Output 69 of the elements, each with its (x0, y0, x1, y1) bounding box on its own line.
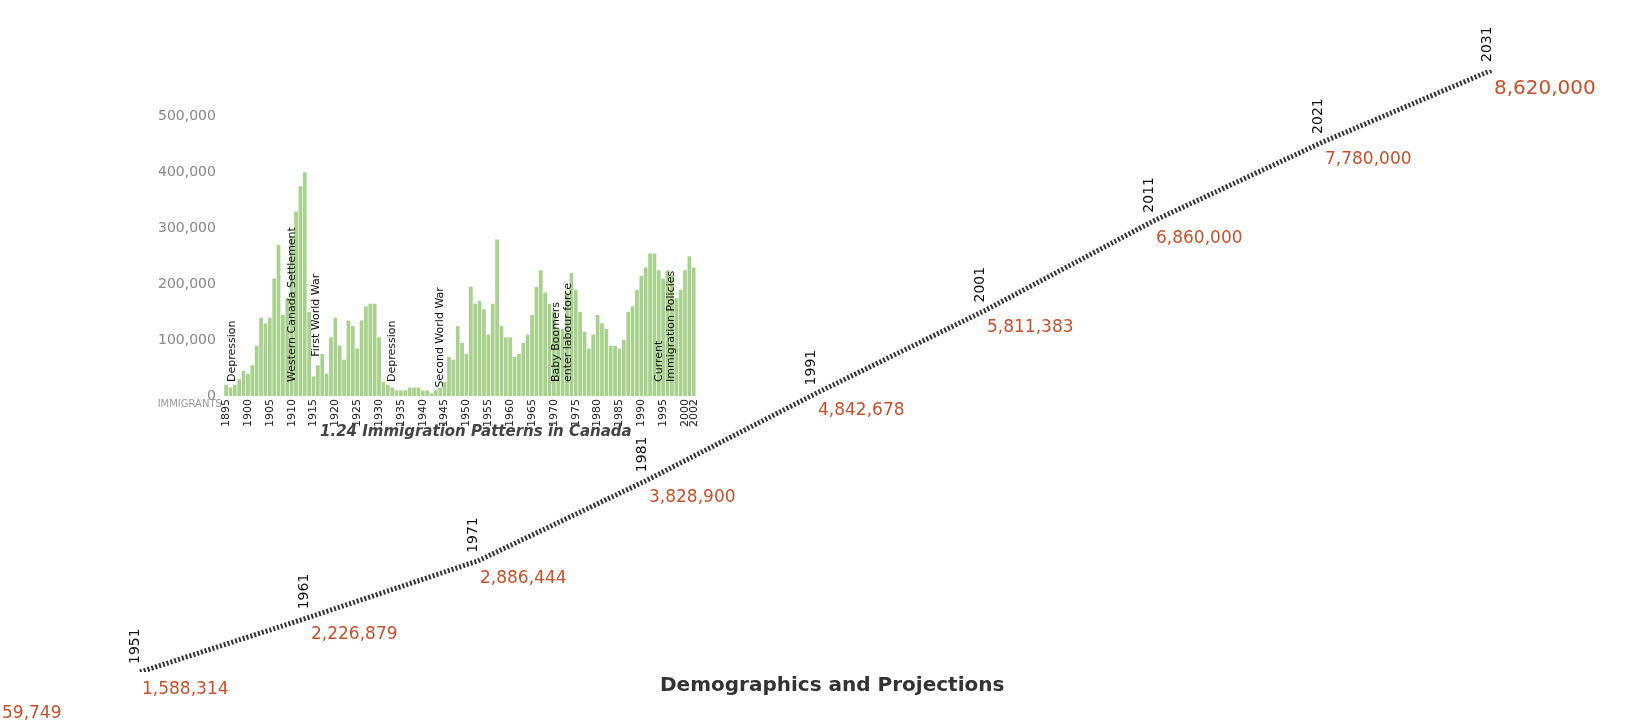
x-tick-label: 1995 (656, 399, 670, 428)
annotation: Second World War (433, 286, 447, 388)
y-tick-label: 100,000 (157, 330, 216, 347)
bar (259, 317, 263, 397)
x-tick-label: 1905 (262, 399, 276, 428)
bar (455, 326, 460, 397)
data-label: 1,588,314 (142, 677, 229, 698)
x-tick-label: 1971 (463, 517, 480, 553)
annotation: First World War (308, 273, 322, 357)
x-tick-label: 1980 (590, 399, 604, 428)
x-tick-label: 1981 (632, 436, 649, 473)
data-label: 4,842,678 (818, 399, 905, 420)
x-tick-label: 2021 (1308, 98, 1325, 134)
data-label: 7,780,000 (1325, 147, 1412, 168)
x-tick-label: 1961 (294, 573, 311, 610)
bar (429, 393, 434, 397)
x-tick-label: 1910 (284, 399, 298, 428)
bar (495, 239, 499, 397)
x-tick-label: 1991 (801, 349, 818, 386)
bar (407, 387, 412, 397)
bar (385, 384, 390, 397)
bar (508, 337, 513, 397)
annotation: Current Immigration Policies (652, 270, 678, 383)
bar (538, 270, 543, 397)
data-label: 5,811,383 (987, 316, 1074, 337)
x-tick-label: 1965 (524, 399, 538, 428)
bar (447, 356, 451, 397)
bar (648, 253, 652, 397)
x-tick-label: 2011 (1139, 177, 1156, 213)
x-tick-label: 1900 (240, 399, 254, 428)
annotation: Baby Boomers enter labour force (549, 282, 575, 383)
y-tick-label: 500,000 (157, 107, 216, 124)
x-tick-label: 1990 (634, 399, 648, 428)
y-tick-label: 200,000 (157, 274, 216, 291)
annotation: Depression (385, 320, 399, 383)
data-label: 6,860,000 (1156, 226, 1243, 247)
bar (613, 345, 617, 397)
data-label: 2,226,879 (311, 623, 398, 644)
y-tick-label: 300,000 (157, 218, 216, 235)
bar (434, 390, 438, 397)
bar (320, 354, 325, 397)
x-tick-label: 1915 (306, 399, 320, 428)
x-tick-label: 1950 (459, 399, 473, 428)
x-tick-label: 2031 (1477, 26, 1494, 62)
data-label: 8,620,000 (1494, 75, 1596, 100)
bar (224, 384, 228, 397)
bar (403, 390, 408, 397)
y-tick-label: 400,000 (157, 162, 216, 179)
bar (399, 390, 403, 397)
bar (468, 286, 473, 397)
bar (412, 387, 416, 397)
x-tick-label: 2001 (970, 266, 987, 303)
x-tick-label: 1951 (125, 628, 142, 664)
x-tick-label: 1940 (415, 399, 429, 428)
bar (302, 172, 307, 397)
annotation: Western Canada Settlement (284, 226, 298, 383)
annotation: Depression (225, 320, 239, 383)
bar (420, 390, 425, 397)
bar (333, 317, 338, 397)
bar (390, 387, 395, 397)
data-label: 3,828,900 (649, 486, 736, 507)
bar (425, 390, 429, 397)
text: Demographics and Projections (660, 672, 1005, 696)
text: 59,749 (2, 701, 62, 722)
bar (364, 306, 368, 397)
x-tick-label: 1930 (371, 399, 385, 428)
bar (372, 303, 377, 397)
bar (368, 303, 373, 397)
data-label: 2,886,444 (480, 566, 567, 587)
